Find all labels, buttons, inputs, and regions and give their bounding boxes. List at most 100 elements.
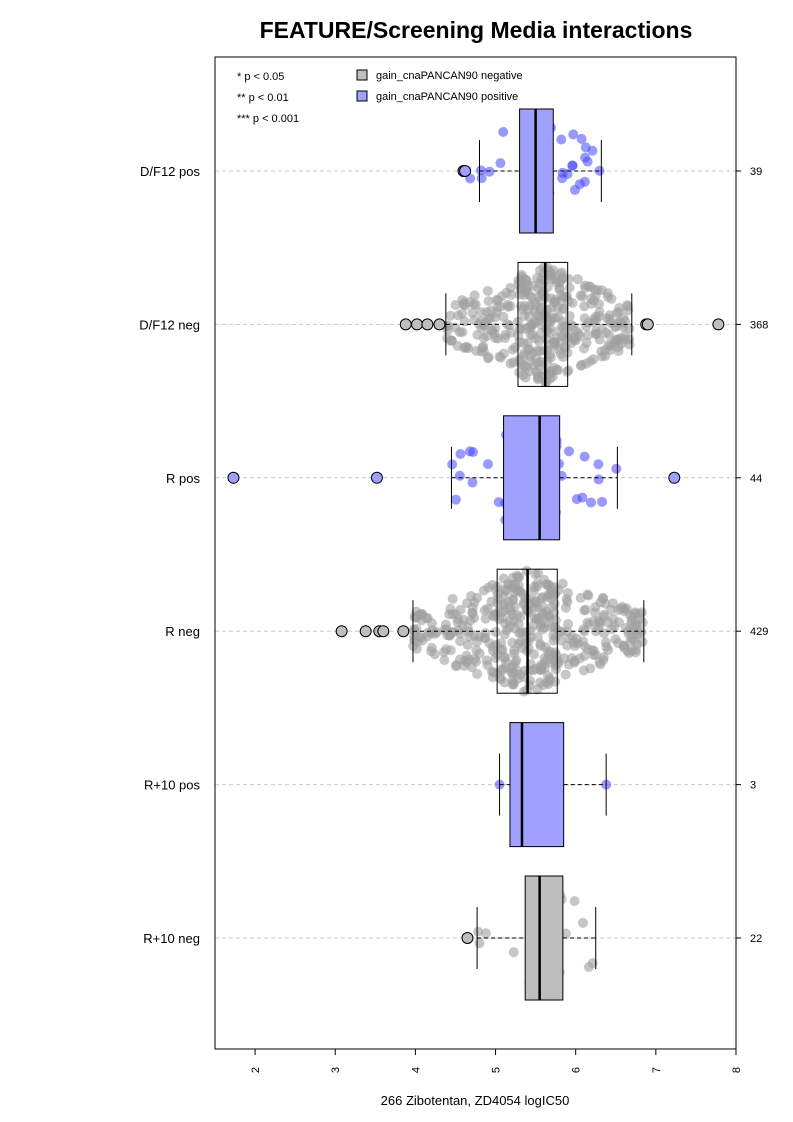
data-point (556, 134, 567, 145)
data-point (545, 582, 556, 593)
group-count: 429 (750, 626, 768, 638)
data-point (610, 634, 621, 645)
data-point (500, 584, 511, 595)
x-tick-label: 2 (250, 1067, 262, 1073)
data-point (597, 351, 608, 362)
data-point (600, 637, 611, 648)
data-point (452, 617, 463, 628)
data-point (580, 604, 591, 615)
data-point (623, 305, 634, 316)
significance-legend-item: * p < 0.05 (237, 71, 284, 83)
x-axis: 2 3 4 5 6 7 8 (250, 1048, 743, 1073)
data-point (494, 351, 505, 362)
data-point (480, 613, 491, 624)
data-point (611, 463, 622, 474)
data-point (513, 619, 524, 630)
outlier-point (370, 471, 383, 484)
data-point (557, 321, 568, 332)
data-point (480, 928, 491, 939)
data-point (578, 665, 589, 676)
data-point (557, 167, 568, 178)
data-point (473, 926, 484, 937)
chart-title: FEATURE/Screening Media interactions (260, 17, 693, 43)
data-point (550, 664, 561, 675)
outlier-point (712, 318, 725, 331)
data-point (466, 662, 477, 673)
data-point (461, 341, 472, 352)
data-point (465, 615, 476, 626)
data-point (530, 569, 541, 580)
data-point (588, 354, 599, 365)
group-label: R neg (165, 624, 200, 639)
data-point (439, 655, 450, 666)
outlier-points (227, 165, 725, 944)
legend-swatch (356, 69, 368, 81)
data-point (577, 917, 588, 928)
data-point (607, 598, 618, 609)
data-point (445, 310, 456, 321)
data-point (447, 593, 458, 604)
outlier-point (335, 625, 348, 638)
x-tick-label: 5 (491, 1067, 503, 1073)
outlier-point (459, 165, 472, 177)
group-count: 39 (750, 166, 762, 178)
data-point (594, 299, 605, 310)
data-point (610, 321, 621, 332)
data-point (472, 668, 483, 679)
data-point (514, 357, 525, 368)
x-tick-label: 6 (571, 1067, 583, 1073)
data-point (414, 610, 425, 621)
data-point (575, 290, 586, 301)
data-point (474, 648, 485, 659)
data-point (597, 496, 608, 507)
data-point (579, 626, 590, 637)
outlier-point (641, 318, 654, 331)
data-point (508, 660, 519, 671)
data-point (539, 658, 550, 669)
data-point (546, 273, 557, 284)
data-point (530, 333, 541, 344)
data-point (516, 282, 527, 293)
data-point (603, 339, 614, 350)
data-point (603, 644, 614, 655)
y-axis-labels: D/F12 pos D/F12 neg R pos R neg R+10 pos R+10… (139, 164, 200, 946)
data-point (526, 319, 537, 330)
data-point (593, 459, 604, 470)
data-point (499, 629, 510, 640)
data-point (545, 675, 556, 686)
data-point (581, 337, 592, 348)
data-point (482, 353, 493, 364)
data-point (493, 614, 504, 625)
data-point (453, 310, 464, 321)
data-point (563, 273, 574, 284)
data-point (451, 661, 462, 672)
data-point (503, 596, 514, 607)
data-point (595, 597, 606, 608)
data-point (567, 297, 578, 308)
data-point (509, 645, 520, 656)
data-point (564, 446, 575, 457)
data-point (519, 310, 530, 321)
data-point (472, 329, 483, 340)
data-point (587, 958, 598, 969)
data-point (595, 659, 606, 670)
data-point (468, 447, 479, 458)
outlier-point (377, 625, 390, 638)
data-point (558, 303, 569, 314)
outlier-point (397, 625, 410, 638)
data-point (579, 451, 590, 462)
data-point (562, 588, 573, 599)
data-point (570, 335, 581, 346)
data-point (482, 603, 493, 614)
data-point (455, 448, 466, 459)
group-label: R+10 pos (144, 778, 201, 793)
data-point (630, 607, 641, 618)
data-point (504, 320, 515, 331)
data-point (440, 619, 451, 630)
data-point (487, 645, 498, 656)
data-point (514, 367, 525, 378)
data-point (445, 645, 456, 656)
legend: * p < 0.05 ** p < 0.01 *** p < 0.001 gain_c… (237, 69, 523, 125)
data-point (426, 646, 437, 657)
data-point (579, 301, 590, 312)
